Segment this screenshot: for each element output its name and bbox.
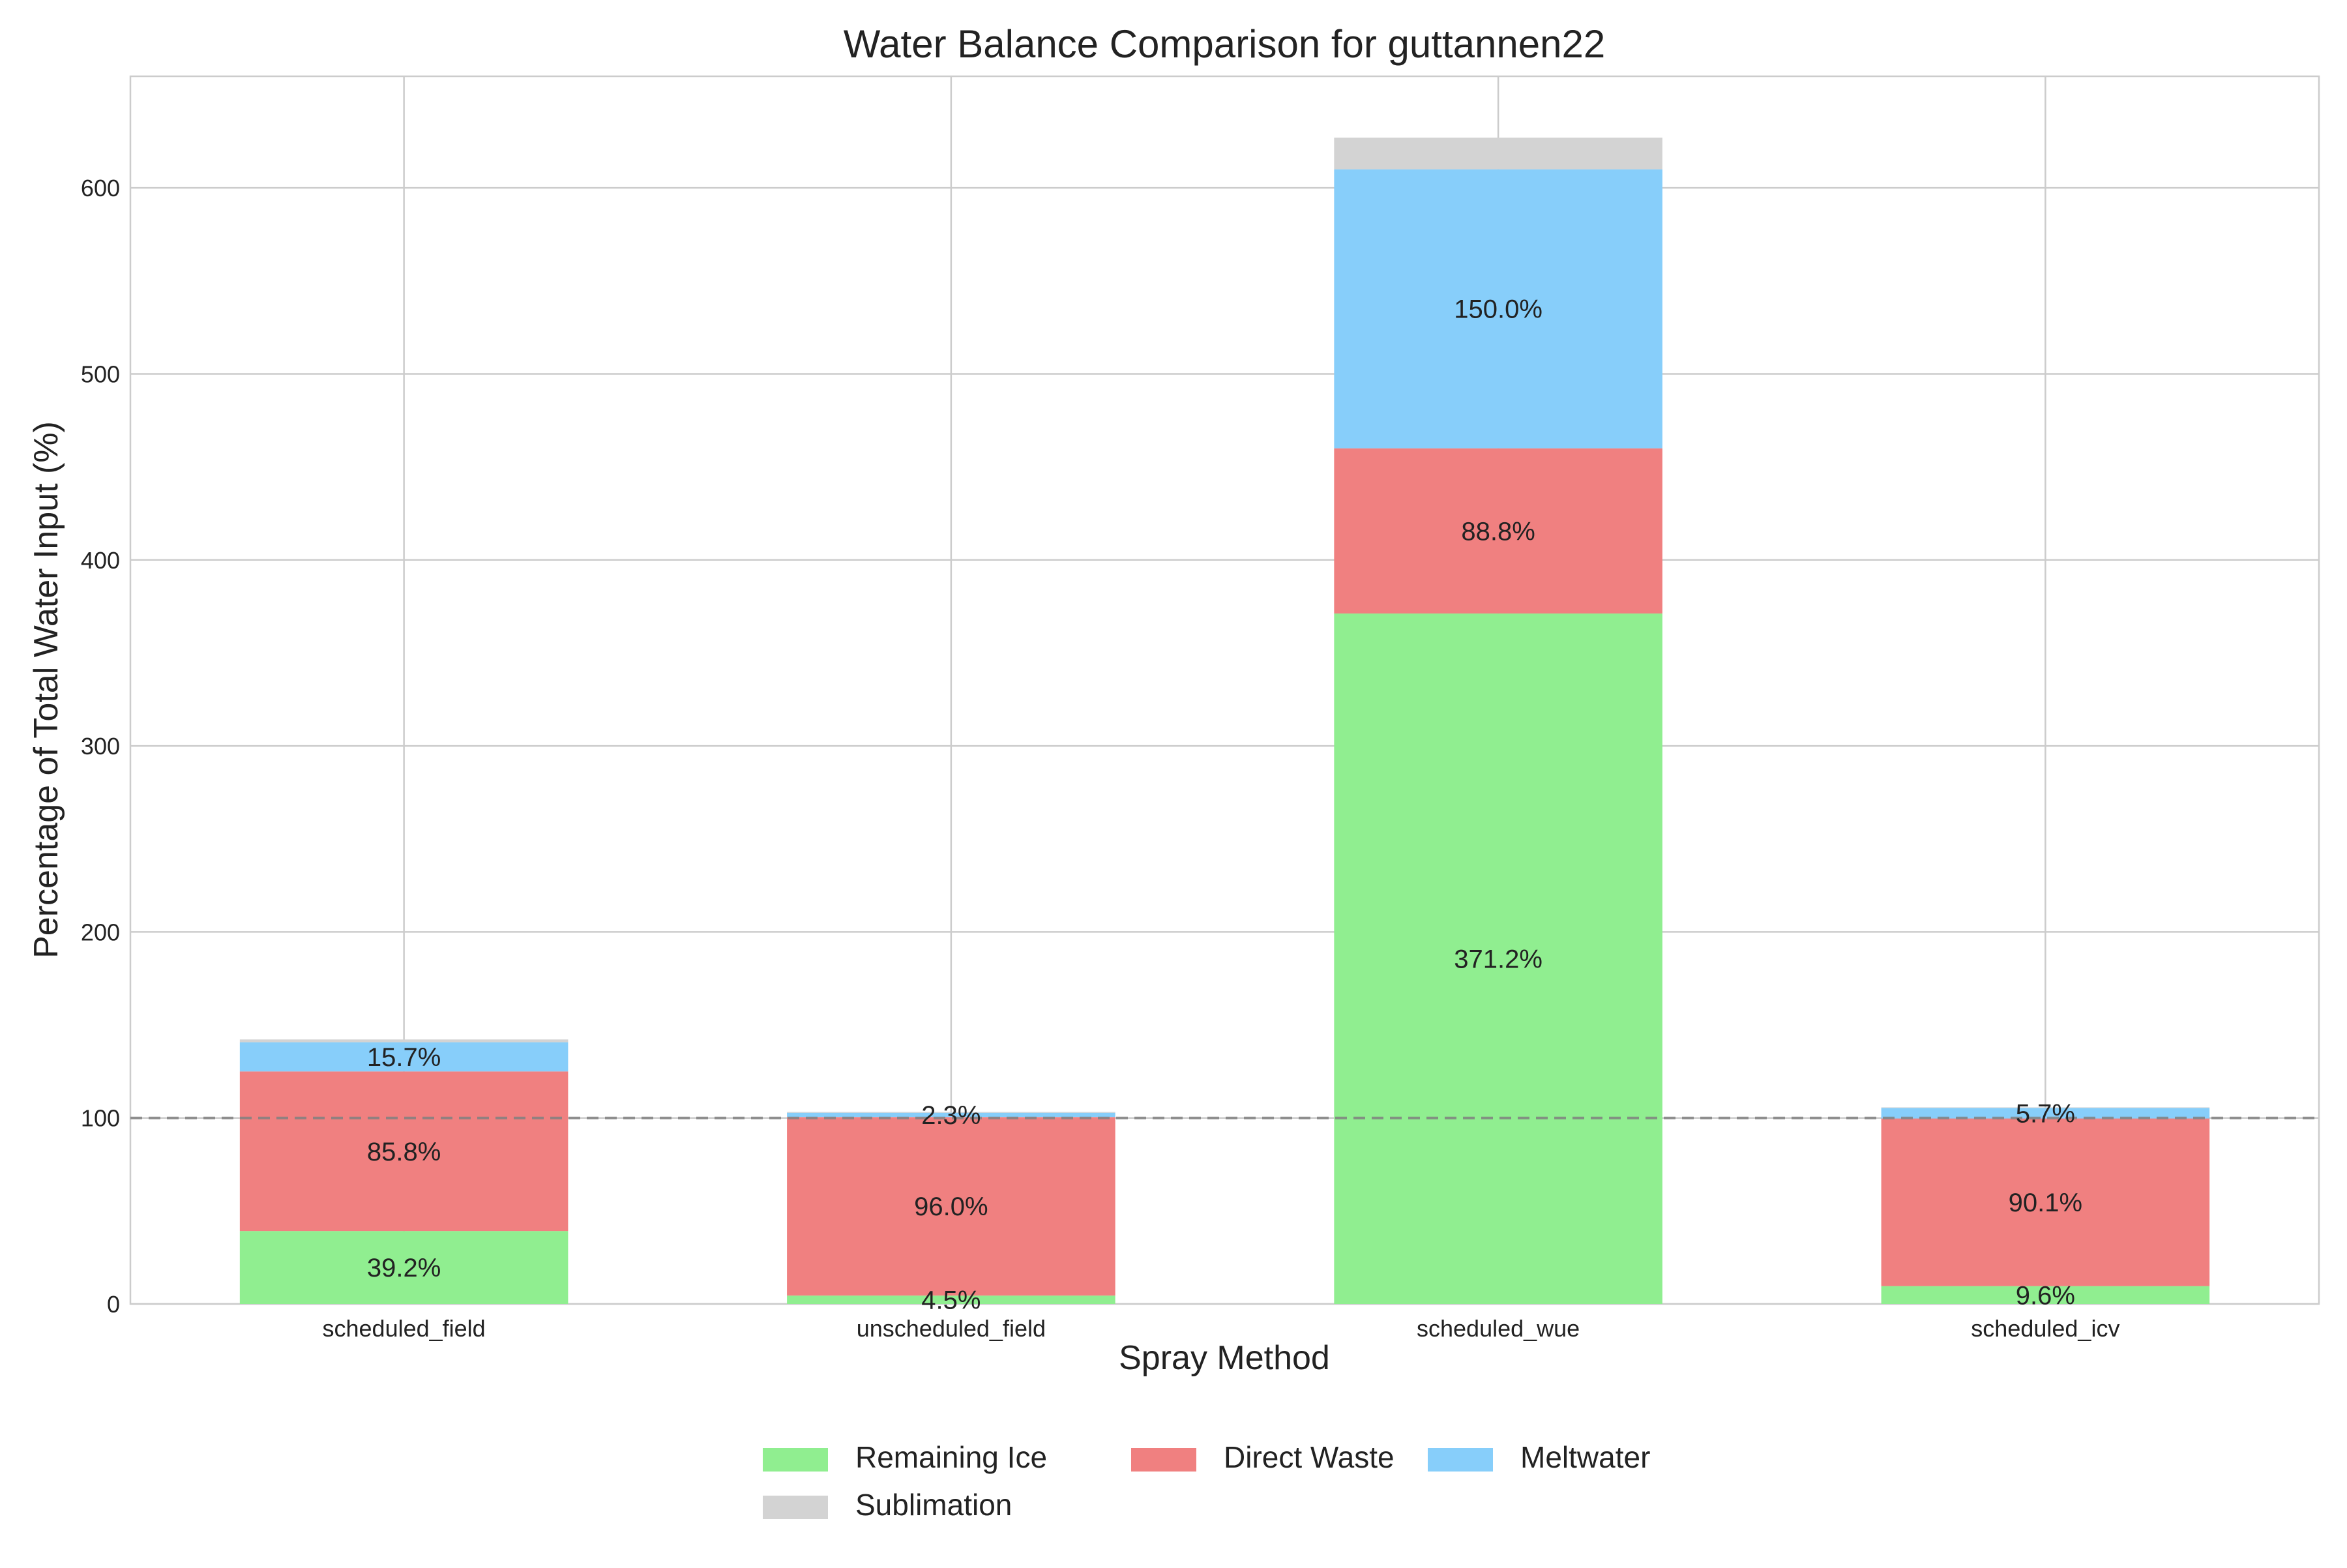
legend-label: Meltwater (1520, 1440, 1650, 1474)
bar-segment (1881, 1118, 2210, 1286)
legend-label: Sublimation (855, 1488, 1012, 1522)
legend-swatch (763, 1496, 828, 1519)
y-axis-ticks: 0 100 200 300 400 500 600 (81, 175, 120, 1318)
x-tick-label: unscheduled_field (857, 1315, 1046, 1342)
y-tick-label: 0 (107, 1291, 120, 1318)
x-tick-label: scheduled_wue (1417, 1315, 1580, 1342)
bar-segment (787, 1112, 1115, 1113)
legend-swatch (1131, 1448, 1196, 1472)
bar-value-label: 90.1% (2009, 1189, 2082, 1217)
bar-value-label: 4.5% (921, 1286, 981, 1315)
bar-segment (239, 1231, 568, 1304)
bars-group (239, 138, 2210, 1305)
bar-segment (1881, 1107, 2210, 1108)
x-tick-label: scheduled_icv (1971, 1315, 2119, 1342)
y-tick-label: 400 (81, 547, 120, 574)
y-tick-label: 600 (81, 175, 120, 201)
bar-segment (239, 1039, 568, 1043)
y-tick-label: 200 (81, 919, 120, 945)
x-axis-label: Spray Method (1119, 1339, 1330, 1377)
bar-value-label: 96.0% (914, 1192, 988, 1221)
bar-value-label: 15.7% (367, 1043, 441, 1072)
bar-segment (1881, 1108, 2210, 1119)
bar-segment (1334, 613, 1662, 1305)
chart-title: Water Balance Comparison for guttannen22 (844, 22, 1605, 66)
x-axis-ticks: scheduled_field unscheduled_field schedule… (323, 1315, 2120, 1342)
bar-segment (787, 1295, 1115, 1304)
bar-segment (1334, 138, 1662, 170)
bar-segment (1334, 169, 1662, 449)
bar-segment (787, 1112, 1115, 1117)
x-tick-label: scheduled_field (323, 1315, 486, 1342)
bar-value-label: 371.2% (1454, 945, 1543, 973)
legend-label: Remaining Ice (855, 1440, 1047, 1474)
legend: Remaining Ice Direct Waste Meltwater Sublim… (763, 1440, 1650, 1522)
y-tick-label: 100 (81, 1105, 120, 1132)
legend-swatch (763, 1448, 828, 1472)
bar-value-label: 39.2% (367, 1254, 441, 1282)
y-tick-label: 300 (81, 733, 120, 760)
bar-value-label: 9.6% (2016, 1281, 2075, 1310)
bar-segment (239, 1042, 568, 1072)
bar-value-label: 88.8% (1461, 517, 1535, 546)
bar-labels-group: 39.2% 85.8% 15.7% 4.5% 96.0% 2.3% 371.2% 88.8% 1… (367, 295, 2082, 1315)
legend-swatch (1428, 1448, 1493, 1472)
bar-value-label: 150.0% (1454, 295, 1543, 324)
bar-segment (787, 1117, 1115, 1296)
bar-value-label: 5.7% (2016, 1099, 2075, 1128)
y-tick-label: 500 (81, 361, 120, 387)
bar-segment (1334, 448, 1662, 614)
legend-label: Direct Waste (1224, 1440, 1395, 1474)
y-axis-label: Percentage of Total Water Input (%) (27, 421, 65, 958)
bar-value-label: 2.3% (921, 1101, 981, 1130)
bar-segment (239, 1071, 568, 1232)
bar-segment (1881, 1286, 2210, 1304)
bar-value-label: 85.8% (367, 1138, 441, 1166)
